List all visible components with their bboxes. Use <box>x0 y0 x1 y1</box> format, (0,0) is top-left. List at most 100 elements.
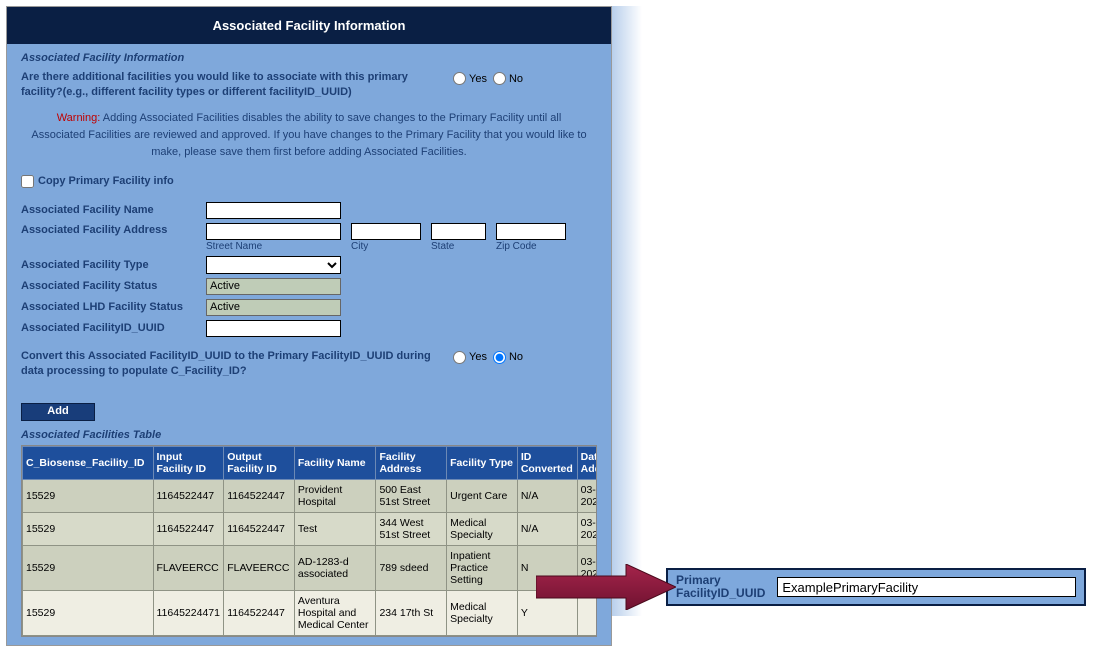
panel-shadow <box>612 6 642 616</box>
facility-address-label: Associated Facility Address <box>21 223 206 236</box>
facility-status-label: Associated Facility Status <box>21 280 206 292</box>
add-button[interactable]: Add <box>21 403 95 421</box>
primary-uuid-input[interactable] <box>777 577 1076 597</box>
associated-facility-panel: Associated Facility Information Associat… <box>6 6 612 646</box>
state-input[interactable] <box>431 223 486 240</box>
table-cell: 15529 <box>23 512 154 545</box>
table-header: C_Biosense_Facility_ID <box>23 446 154 479</box>
table-header: Facility Name <box>294 446 376 479</box>
radio-label-yes: Yes <box>469 73 487 85</box>
convert-question-row: Convert this Associated FacilityID_UUID … <box>21 349 597 379</box>
facility-status-value: Active <box>206 278 341 295</box>
table-cell: 03-09-2022 <box>577 479 597 512</box>
lhd-status-value: Active <box>206 299 341 316</box>
panel-header: Associated Facility Information <box>7 7 611 44</box>
convert-no-radio[interactable] <box>493 351 506 364</box>
associate-no-radio[interactable] <box>493 72 506 85</box>
facility-status-row: Associated Facility Status Active <box>21 278 597 295</box>
facility-name-label: Associated Facility Name <box>21 204 206 216</box>
table-cell: 1164522447 <box>224 479 295 512</box>
arrow-icon <box>536 564 676 610</box>
table-cell: 11645224471 <box>153 590 224 635</box>
city-input[interactable] <box>351 223 421 240</box>
warning-label: Warning: <box>57 112 101 124</box>
primary-uuid-label-line2: FacilityID_UUID <box>676 586 765 600</box>
table-cell: Aventura Hospital and Medical Center <box>294 590 376 635</box>
section-title: Associated Facility Information <box>21 52 597 64</box>
facility-address-row: Associated Facility Address Street Name … <box>21 223 597 252</box>
table-cell: Medical Specialty <box>447 512 518 545</box>
table-header: ID Converted <box>517 446 577 479</box>
primary-uuid-callout: Primary FacilityID_UUID <box>666 568 1086 606</box>
facility-uuid-label: Associated FacilityID_UUID <box>21 322 206 334</box>
convert-radio-no-label: No <box>509 351 523 363</box>
facilities-table-wrap[interactable]: C_Biosense_Facility_IDInput Facility IDO… <box>21 445 597 637</box>
table-cell: N/A <box>517 512 577 545</box>
table-cell: AD-1283-d associated <box>294 545 376 590</box>
facility-name-input[interactable] <box>206 202 341 219</box>
facility-uuid-input[interactable] <box>206 320 341 337</box>
convert-yes-radio[interactable] <box>453 351 466 364</box>
table-cell: Medical Specialty <box>447 590 518 635</box>
table-cell: Test <box>294 512 376 545</box>
table-cell: 789 sdeed <box>376 545 447 590</box>
copy-facility-checkbox[interactable] <box>21 175 34 188</box>
table-cell: 344 West 51st Street <box>376 512 447 545</box>
lhd-status-row: Associated LHD Facility Status Active <box>21 299 597 316</box>
facility-name-row: Associated Facility Name <box>21 202 597 219</box>
table-header: Date Added <box>577 446 597 479</box>
table-cell: Urgent Care <box>447 479 518 512</box>
city-sublabel: City <box>351 241 421 252</box>
lhd-status-label: Associated LHD Facility Status <box>21 301 206 313</box>
associate-question-row: Are there additional facilities you woul… <box>21 70 597 100</box>
warning-block: Warning: Adding Associated Facilities di… <box>29 110 589 161</box>
zip-input[interactable] <box>496 223 566 240</box>
associate-radio-group: Yes No <box>449 72 523 85</box>
street-sublabel: Street Name <box>206 241 341 252</box>
table-title: Associated Facilities Table <box>21 429 597 441</box>
copy-facility-row: Copy Primary Facility info <box>21 175 597 188</box>
table-header: Output Facility ID <box>224 446 295 479</box>
table-row[interactable]: 1552911645224471164522447Provident Hospi… <box>23 479 598 512</box>
convert-question-text: Convert this Associated FacilityID_UUID … <box>21 349 441 379</box>
address-group: Street Name City State Zip Code <box>206 223 566 252</box>
table-header: Input Facility ID <box>153 446 224 479</box>
state-sublabel: State <box>431 241 486 252</box>
table-cell: 500 East 51st Street <box>376 479 447 512</box>
table-header: Facility Address <box>376 446 447 479</box>
associate-question-text: Are there additional facilities you woul… <box>21 70 441 100</box>
table-cell: 15529 <box>23 545 154 590</box>
table-cell: 1164522447 <box>153 512 224 545</box>
warning-text: Adding Associated Facilities disables th… <box>31 112 586 158</box>
table-cell: FLAVEERCC <box>153 545 224 590</box>
facility-uuid-row: Associated FacilityID_UUID <box>21 320 597 337</box>
table-cell: 234 17th St <box>376 590 447 635</box>
table-cell: 15529 <box>23 479 154 512</box>
primary-uuid-label-line1: Primary <box>676 573 721 587</box>
table-cell: FLAVEERCC <box>224 545 295 590</box>
radio-label-no: No <box>509 73 523 85</box>
table-cell: 15529 <box>23 590 154 635</box>
convert-radio-yes-label: Yes <box>469 351 487 363</box>
convert-radio-group: Yes No <box>449 351 523 364</box>
associate-yes-radio[interactable] <box>453 72 466 85</box>
table-cell: Inpatient Practice Setting <box>447 545 518 590</box>
table-row[interactable]: 1552911645224471164522447Test344 West 51… <box>23 512 598 545</box>
table-cell: 1164522447 <box>224 590 295 635</box>
table-cell: N/A <box>517 479 577 512</box>
facility-type-row: Associated Facility Type <box>21 256 597 274</box>
table-row[interactable]: 15529116452244711164522447Aventura Hospi… <box>23 590 598 635</box>
table-header: Facility Type <box>447 446 518 479</box>
facility-type-label: Associated Facility Type <box>21 259 206 271</box>
table-cell: 03-09-2022 <box>577 512 597 545</box>
primary-uuid-label: Primary FacilityID_UUID <box>676 574 765 600</box>
table-cell: 1164522447 <box>153 479 224 512</box>
table-row[interactable]: 15529FLAVEERCCFLAVEERCCAD-1283-d associa… <box>23 545 598 590</box>
street-input[interactable] <box>206 223 341 240</box>
table-cell: Provident Hospital <box>294 479 376 512</box>
copy-facility-label: Copy Primary Facility info <box>38 175 174 187</box>
facility-type-select[interactable] <box>206 256 341 274</box>
facilities-table: C_Biosense_Facility_IDInput Facility IDO… <box>22 446 597 636</box>
zip-sublabel: Zip Code <box>496 241 566 252</box>
table-cell: 1164522447 <box>224 512 295 545</box>
